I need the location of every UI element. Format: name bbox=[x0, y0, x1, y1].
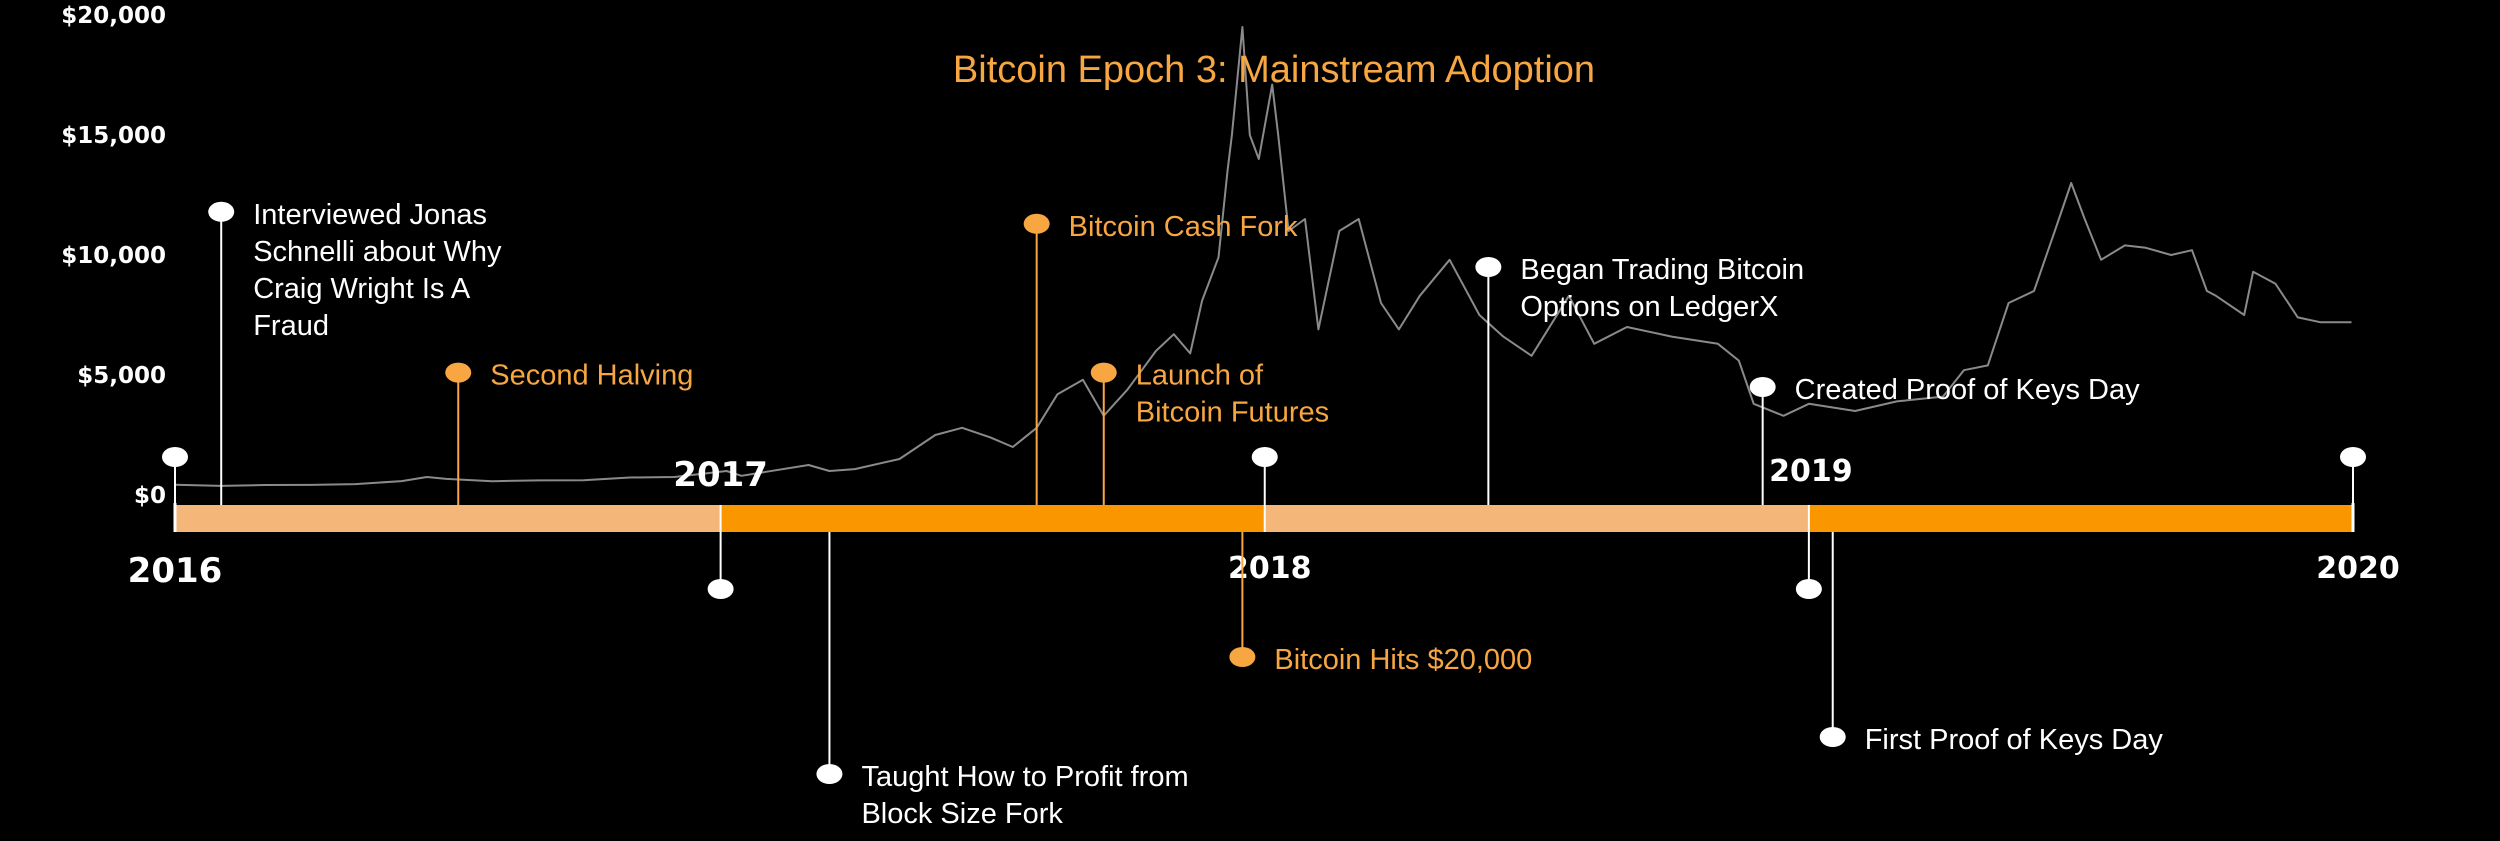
event-marker-dot bbox=[1251, 447, 1278, 467]
event-label: Interviewed Jonas Schnelli about Why Craig… bbox=[253, 199, 502, 342]
event-marker-dot bbox=[816, 764, 843, 784]
event-label: Created Proof of Keys Day bbox=[1795, 374, 2140, 406]
event-marker-dot bbox=[1819, 727, 1846, 747]
y-tick-label: $0 bbox=[134, 483, 166, 509]
y-tick-label: $20,000 bbox=[61, 3, 166, 29]
year-label-2016: 2016 bbox=[128, 551, 223, 591]
y-tick-label: $5,000 bbox=[77, 363, 166, 389]
event-marker-dot bbox=[162, 447, 188, 467]
event-marker-dot bbox=[2340, 447, 2366, 467]
event-marker-dot bbox=[1090, 362, 1117, 383]
year-label-2017: 2017 bbox=[673, 455, 768, 495]
price-line bbox=[174, 26, 2352, 487]
year-label-2020: 2020 bbox=[2316, 551, 2400, 586]
event-marker-dot bbox=[445, 362, 472, 383]
event-label: First Proof of Keys Day bbox=[1865, 724, 2164, 756]
event-marker-dot bbox=[1749, 377, 1776, 397]
event-marker-dot bbox=[1229, 647, 1256, 667]
event-label: Taught How to Profit from Block Size Fork bbox=[861, 761, 1188, 830]
event-label: Bitcoin Hits $20,000 bbox=[1274, 644, 1532, 676]
price-series bbox=[174, 26, 2352, 487]
timeline-segment-2018 bbox=[1264, 505, 1809, 532]
event-marker-dot bbox=[707, 579, 734, 599]
event-label: Launch of Bitcoin Futures bbox=[1136, 360, 1329, 429]
y-axis: $0 $5,000 $10,000 $15,000 $20,000 bbox=[61, 3, 166, 509]
event-label: Bitcoin Cash Fork bbox=[1069, 211, 1298, 243]
event-label: Began Trading Bitcoin Options on LedgerX bbox=[1520, 254, 1804, 323]
event-markers: Interviewed Jonas Schnelli about Why Craig… bbox=[162, 199, 2366, 830]
timeline-segment-2019 bbox=[1808, 505, 2353, 532]
event-marker-dot bbox=[208, 201, 235, 222]
y-tick-label: $10,000 bbox=[61, 243, 166, 269]
timeline-segment-2017 bbox=[720, 505, 1265, 532]
event-label: Second Halving bbox=[490, 360, 693, 392]
event-marker-dot bbox=[1475, 257, 1502, 277]
event-marker-dot bbox=[1795, 579, 1822, 599]
year-label-2018: 2018 bbox=[1228, 551, 1312, 586]
year-label-2019: 2019 bbox=[1769, 454, 1853, 489]
timeline-bar bbox=[173, 503, 2355, 532]
timeline-segment-2016 bbox=[175, 505, 721, 532]
y-tick-label: $15,000 bbox=[61, 123, 166, 149]
event-marker-dot bbox=[1023, 213, 1050, 234]
chart-title: Bitcoin Epoch 3: Mainstream Adoption bbox=[953, 49, 1595, 91]
